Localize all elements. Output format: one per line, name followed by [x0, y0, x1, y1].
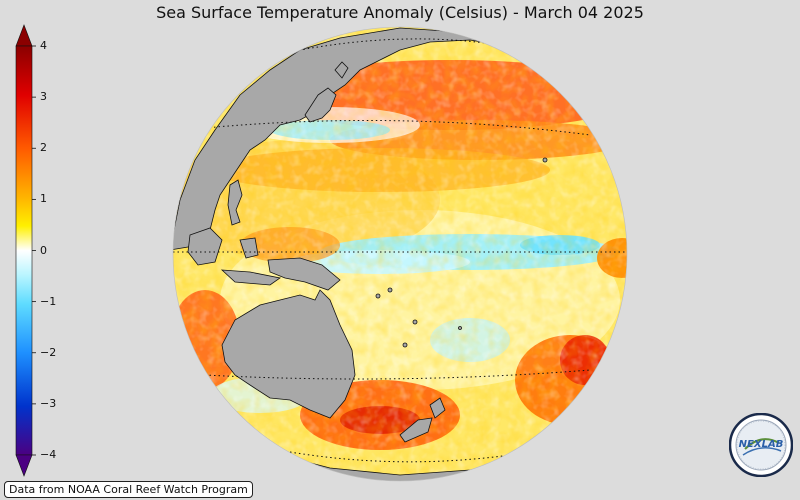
- land-new-zealand: [429, 397, 446, 419]
- colorbar-tick-label: 4: [40, 39, 47, 52]
- colorbar-tick-label: 1: [40, 192, 47, 206]
- colorbar-tick-label: 2: [40, 141, 47, 155]
- data-credit: Data from NOAA Coral Reef Watch Program: [4, 481, 253, 498]
- graticule: [173, 38, 627, 463]
- nexlab-logo: NEXLAB: [729, 413, 793, 477]
- colorbar-tick-label: 0: [40, 243, 47, 257]
- land-new-guinea: [267, 257, 341, 291]
- colorbar-tick-label: 3: [40, 90, 47, 104]
- map-title: Sea Surface Temperature Anomaly (Celsius…: [156, 3, 644, 22]
- logo-text: NEXLAB: [739, 439, 784, 450]
- colorbar-tick-label: −4: [40, 448, 57, 461]
- colorbar-tick-label: −1: [40, 294, 57, 308]
- land-philippines: [227, 179, 243, 226]
- colorbar: [15, 24, 36, 477]
- land-asia: [173, 27, 501, 251]
- colorbar-min-arrow: [15, 454, 33, 477]
- land-japan: [304, 87, 337, 123]
- colorbar-tick-label: −2: [40, 345, 57, 359]
- land-australia: [221, 289, 356, 419]
- colorbar-tick-label: −3: [40, 396, 57, 410]
